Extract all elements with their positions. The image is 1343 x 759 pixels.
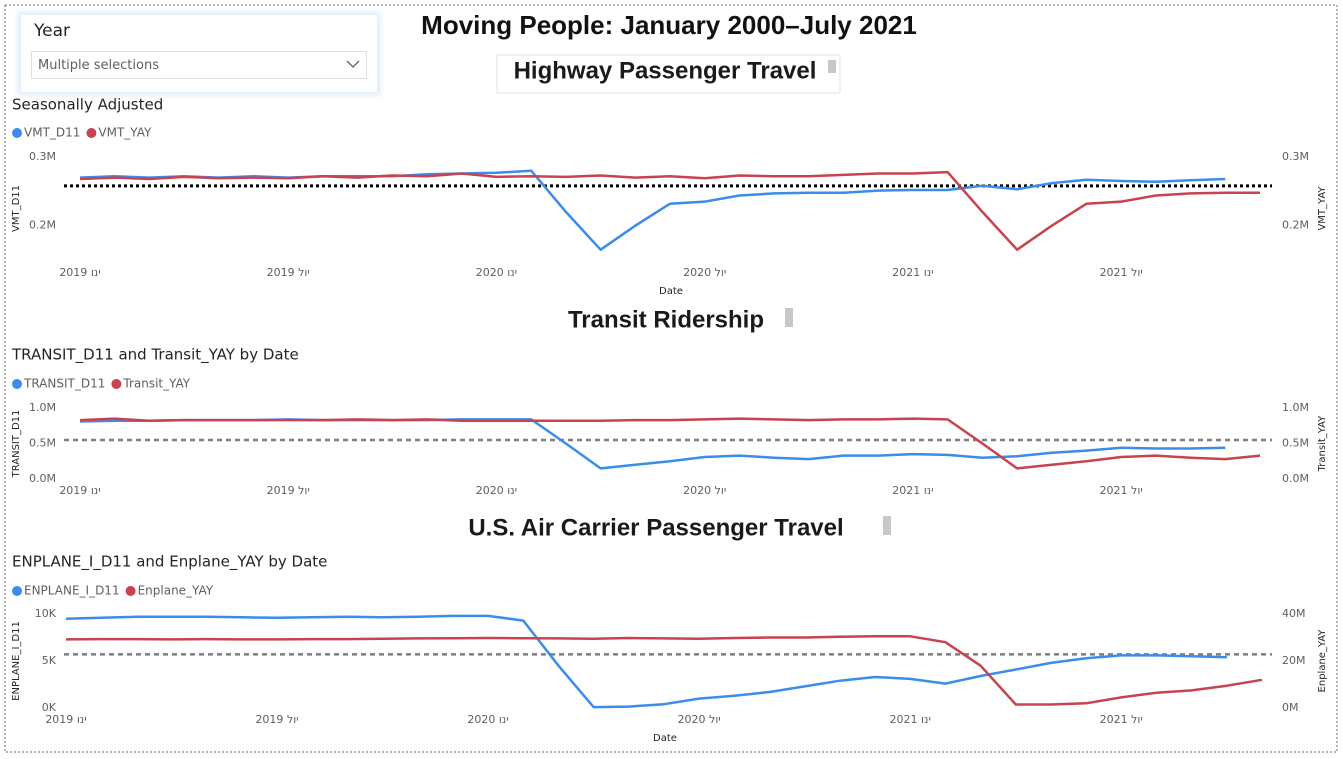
y2-axis-title: Transit_YAY: [1317, 415, 1328, 473]
legend-label: Transit_YAY: [122, 377, 190, 391]
legend-marker: [12, 128, 22, 138]
y2-tick-label: 1.0M: [1282, 401, 1309, 414]
x-tick-label: 2021 ינו: [892, 484, 933, 497]
series-line: [79, 169, 1226, 251]
slicer-title: Year: [34, 21, 70, 41]
series-line: [65, 635, 1263, 706]
legend-marker: [86, 128, 97, 138]
section-marker: [828, 60, 836, 73]
y2-tick-label: 0.3M: [1282, 150, 1309, 163]
visual-title: Seasonally Adjusted: [12, 96, 163, 114]
y-axis-title: ENPLANE_I_D11: [11, 621, 22, 701]
section-marker: [785, 308, 793, 327]
y2-tick-label: 0.5M: [1282, 437, 1309, 450]
legend-marker: [125, 586, 136, 596]
page-title: Moving People: January 2000–July 2021: [421, 10, 917, 40]
y2-tick-label: 0.0M: [1282, 472, 1309, 485]
y-axis-title: VMT_D11: [11, 185, 22, 232]
x-tick-label: 2019 יול: [267, 266, 310, 279]
x-axis-title: Date: [653, 733, 677, 744]
x-tick-label: 2019 יול: [255, 713, 298, 726]
series-line: [65, 614, 1227, 709]
section-marker: [883, 516, 891, 535]
y2-tick-label: 0.2M: [1282, 219, 1309, 232]
y-axis-title: TRANSIT_D11: [11, 410, 22, 479]
x-tick-label: 2020 יול: [678, 713, 721, 726]
y-tick-label: 0.0M: [29, 472, 56, 485]
series-line: [79, 417, 1261, 470]
x-tick-label: 2020 ינו: [476, 484, 517, 497]
legend-marker: [12, 379, 22, 389]
x-tick-label: 2021 ינו: [892, 266, 933, 279]
x-tick-label: 2019 ינו: [45, 713, 86, 726]
legend-label: TRANSIT_D11: [23, 377, 105, 391]
y-tick-label: 0.5M: [29, 437, 56, 450]
chevron: [346, 60, 360, 68]
section-title: Highway Passenger Travel: [514, 57, 817, 84]
y2-tick-label: 0M: [1282, 701, 1299, 714]
x-tick-label: 2019 ינו: [59, 484, 100, 497]
x-tick-label: 2020 ינו: [476, 266, 517, 279]
x-tick-label: 2021 יול: [1100, 484, 1143, 497]
legend-label: ENPLANE_I_D11: [24, 584, 120, 598]
y-tick-label: 0.2M: [29, 219, 56, 232]
x-tick-label: 2020 יול: [683, 266, 726, 279]
x-tick-label: 2021 יול: [1100, 266, 1143, 279]
visual-title: TRANSIT_D11 and Transit_YAY by Date: [11, 346, 299, 365]
legend-marker: [111, 379, 122, 389]
y2-axis-title: Enplane_YAY: [1317, 629, 1328, 693]
y-tick-label: 1.0M: [29, 401, 56, 414]
slicer-selection: Multiple selections: [38, 58, 159, 73]
y2-axis-title: VMT_YAY: [1317, 186, 1328, 231]
section-box: [496, 54, 841, 94]
page-border: [4, 4, 1338, 753]
series-line: [79, 418, 1226, 470]
x-tick-label: 2020 ינו: [467, 713, 508, 726]
x-tick-label: 2020 יול: [683, 484, 726, 497]
y-tick-label: 0.3M: [29, 150, 56, 163]
x-tick-label: 2019 ינו: [59, 266, 100, 279]
y-tick-label: 5K: [42, 654, 57, 667]
series-line: [79, 170, 1260, 251]
x-axis-title: Date: [659, 286, 683, 297]
y2-tick-label: 20M: [1282, 654, 1306, 667]
y-tick-label: 0K: [42, 701, 57, 714]
visual-title: ENPLANE_I_D11 and Enplane_YAY by Date: [12, 553, 327, 572]
x-tick-label: 2021 יול: [1100, 713, 1143, 726]
y2-tick-label: 40M: [1282, 607, 1306, 620]
year-slicer[interactable]: Year Multiple selections: [20, 14, 378, 93]
y-tick-label: 10K: [35, 607, 57, 620]
legend-label: Enplane_YAY: [138, 584, 214, 598]
section-title: Transit Ridership: [568, 306, 764, 333]
legend-marker: [12, 586, 22, 596]
section-title: U.S. Air Carrier Passenger Travel: [468, 514, 843, 541]
slicer-dropdown[interactable]: Multiple selections: [31, 51, 367, 79]
x-tick-label: 2019 יול: [267, 484, 310, 497]
x-tick-label: 2021 ינו: [890, 713, 931, 726]
legend-label: VMT_YAY: [98, 126, 152, 140]
legend-label: VMT_D11: [24, 126, 80, 140]
